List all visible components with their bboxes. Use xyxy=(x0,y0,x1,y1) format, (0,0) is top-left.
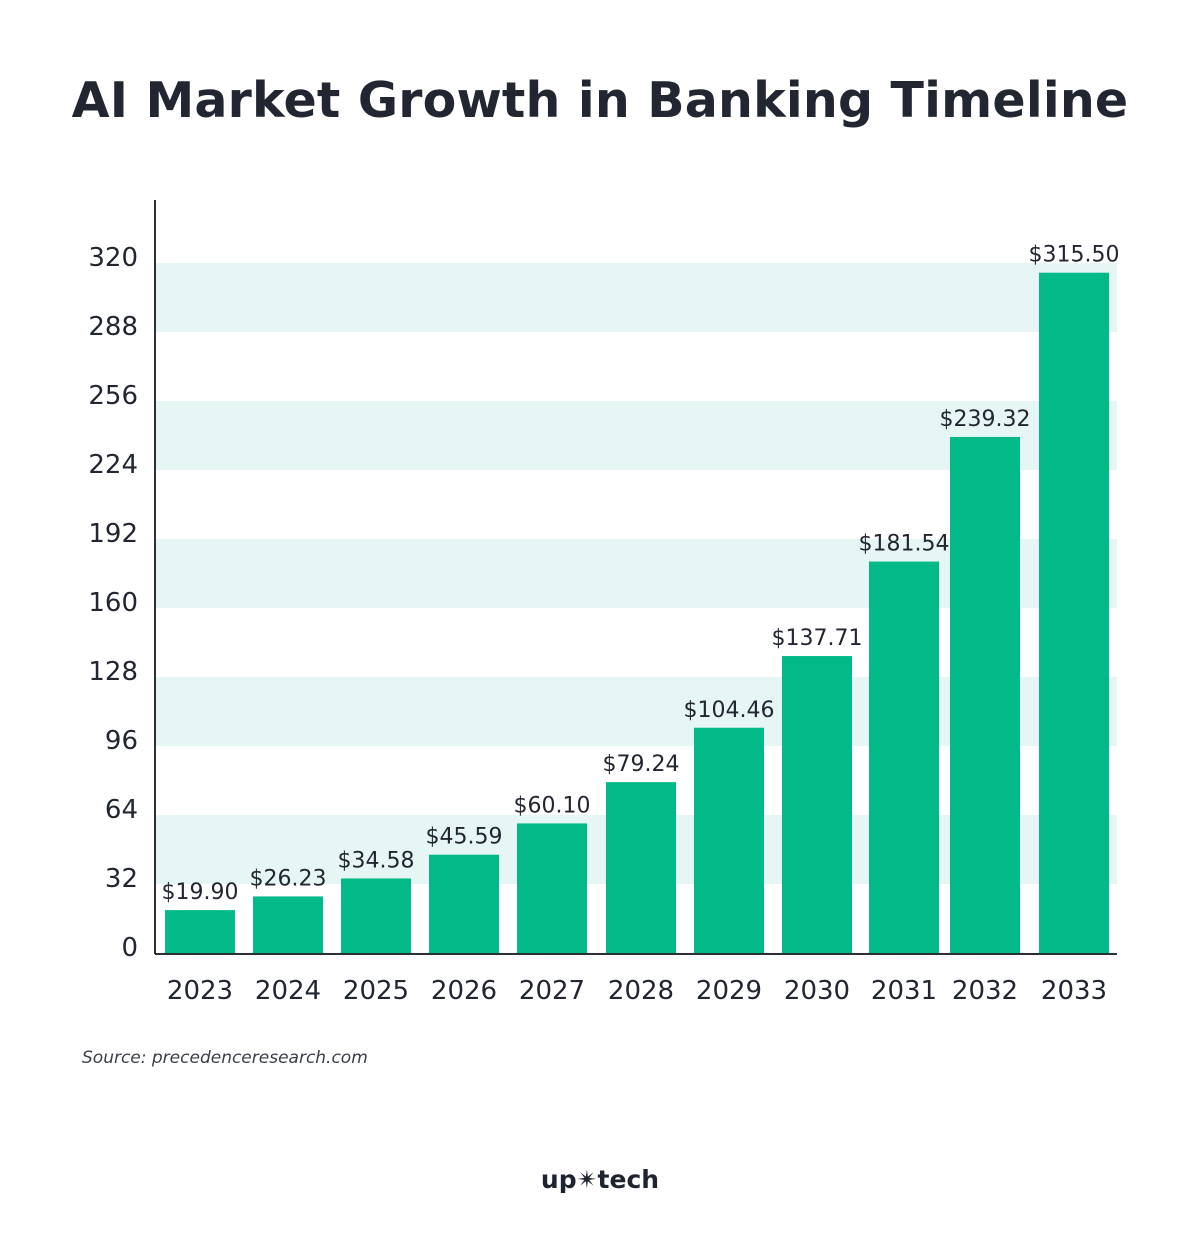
x-tick-label: 2031 xyxy=(871,976,937,1006)
value-label: $19.90 xyxy=(162,880,239,905)
bars xyxy=(165,272,1109,953)
value-label: $104.46 xyxy=(684,698,775,723)
y-tick-label: 64 xyxy=(105,795,138,825)
source-note[interactable]: Source: precedenceresearch.com xyxy=(82,1048,368,1068)
y-tick-label: 0 xyxy=(121,933,138,963)
y-tick-label: 224 xyxy=(88,450,138,480)
x-tick-label: 2029 xyxy=(696,976,762,1006)
x-tick-label: 2030 xyxy=(784,976,850,1006)
x-tick-label: 2028 xyxy=(608,976,674,1006)
bar-2024 xyxy=(253,896,323,953)
y-axis-ticks: 0 32 64 96 128 160 192 224 256 288 320 xyxy=(88,243,138,963)
value-label: $239.32 xyxy=(940,407,1031,432)
bar-2025 xyxy=(341,878,411,953)
x-tick-label: 2032 xyxy=(952,976,1018,1006)
bar-2032 xyxy=(950,436,1020,953)
bar-2030 xyxy=(782,656,852,953)
x-tick-label: 2024 xyxy=(255,976,321,1006)
y-tick-label: 96 xyxy=(105,726,138,756)
y-tick-label: 256 xyxy=(88,381,138,411)
y-tick-label: 32 xyxy=(105,864,138,894)
y-tick-label: 320 xyxy=(88,243,138,273)
chart-title: AI Market Growth in Banking Timeline xyxy=(71,72,1129,129)
bar-2033 xyxy=(1039,272,1109,953)
bar-2027 xyxy=(517,823,587,953)
value-label: $181.54 xyxy=(859,532,950,557)
value-label: $34.58 xyxy=(338,848,415,873)
value-label: $26.23 xyxy=(250,866,327,891)
y-tick-label: 160 xyxy=(88,588,138,618)
y-tick-label: 192 xyxy=(88,519,138,549)
bar-2031 xyxy=(869,561,939,953)
bar-2026 xyxy=(429,854,499,953)
value-label: $137.71 xyxy=(772,626,863,651)
y-tick-label: 128 xyxy=(88,657,138,687)
value-labels: $19.90 $26.23 $34.58 $45.59 $60.10 $79.24 $104… xyxy=(162,243,1120,905)
x-tick-label: 2025 xyxy=(343,976,409,1006)
value-label: $79.24 xyxy=(603,752,680,777)
grid-band xyxy=(155,263,1117,332)
value-label: $45.59 xyxy=(426,825,503,850)
x-tick-label: 2026 xyxy=(431,976,497,1006)
bar-2023 xyxy=(165,910,235,953)
y-tick-label: 288 xyxy=(88,312,138,342)
value-label: $60.10 xyxy=(514,793,591,818)
bar-2029 xyxy=(694,727,764,953)
brand-logo: up✴tech xyxy=(540,1165,660,1194)
x-tick-label: 2027 xyxy=(519,976,585,1006)
value-label: $315.50 xyxy=(1029,243,1120,268)
x-tick-label: 2023 xyxy=(167,976,233,1006)
bar-2028 xyxy=(606,782,676,953)
x-axis-ticks: 2023 2024 2025 2026 2027 2028 2029 2030 2031 2032… xyxy=(167,976,1107,1006)
x-tick-label: 2033 xyxy=(1041,976,1107,1006)
